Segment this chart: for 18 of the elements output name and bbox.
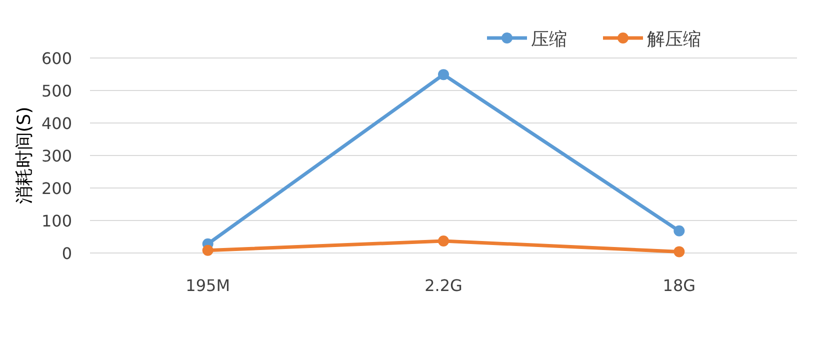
x-tick-label: 195M [186,276,230,295]
x-tick-label: 2.2G [424,276,462,295]
y-tick-label: 0 [62,244,72,263]
y-axis-title: 消耗时间(S) [14,106,35,204]
legend-label: 压缩 [531,29,567,50]
point [438,69,449,80]
x-tick-label: 18G [662,276,696,295]
y-tick-label: 400 [41,114,72,133]
y-tick-label: 200 [41,179,72,198]
legend-label: 解压缩 [647,29,701,50]
y-tick-label: 500 [41,82,72,100]
point [674,246,685,258]
point [202,244,214,256]
y-tick-label: 300 [41,146,72,166]
y-tick-label: 600 [41,49,72,68]
y-tick-label: 100 [41,212,72,230]
point [438,235,449,246]
point [674,225,685,236]
